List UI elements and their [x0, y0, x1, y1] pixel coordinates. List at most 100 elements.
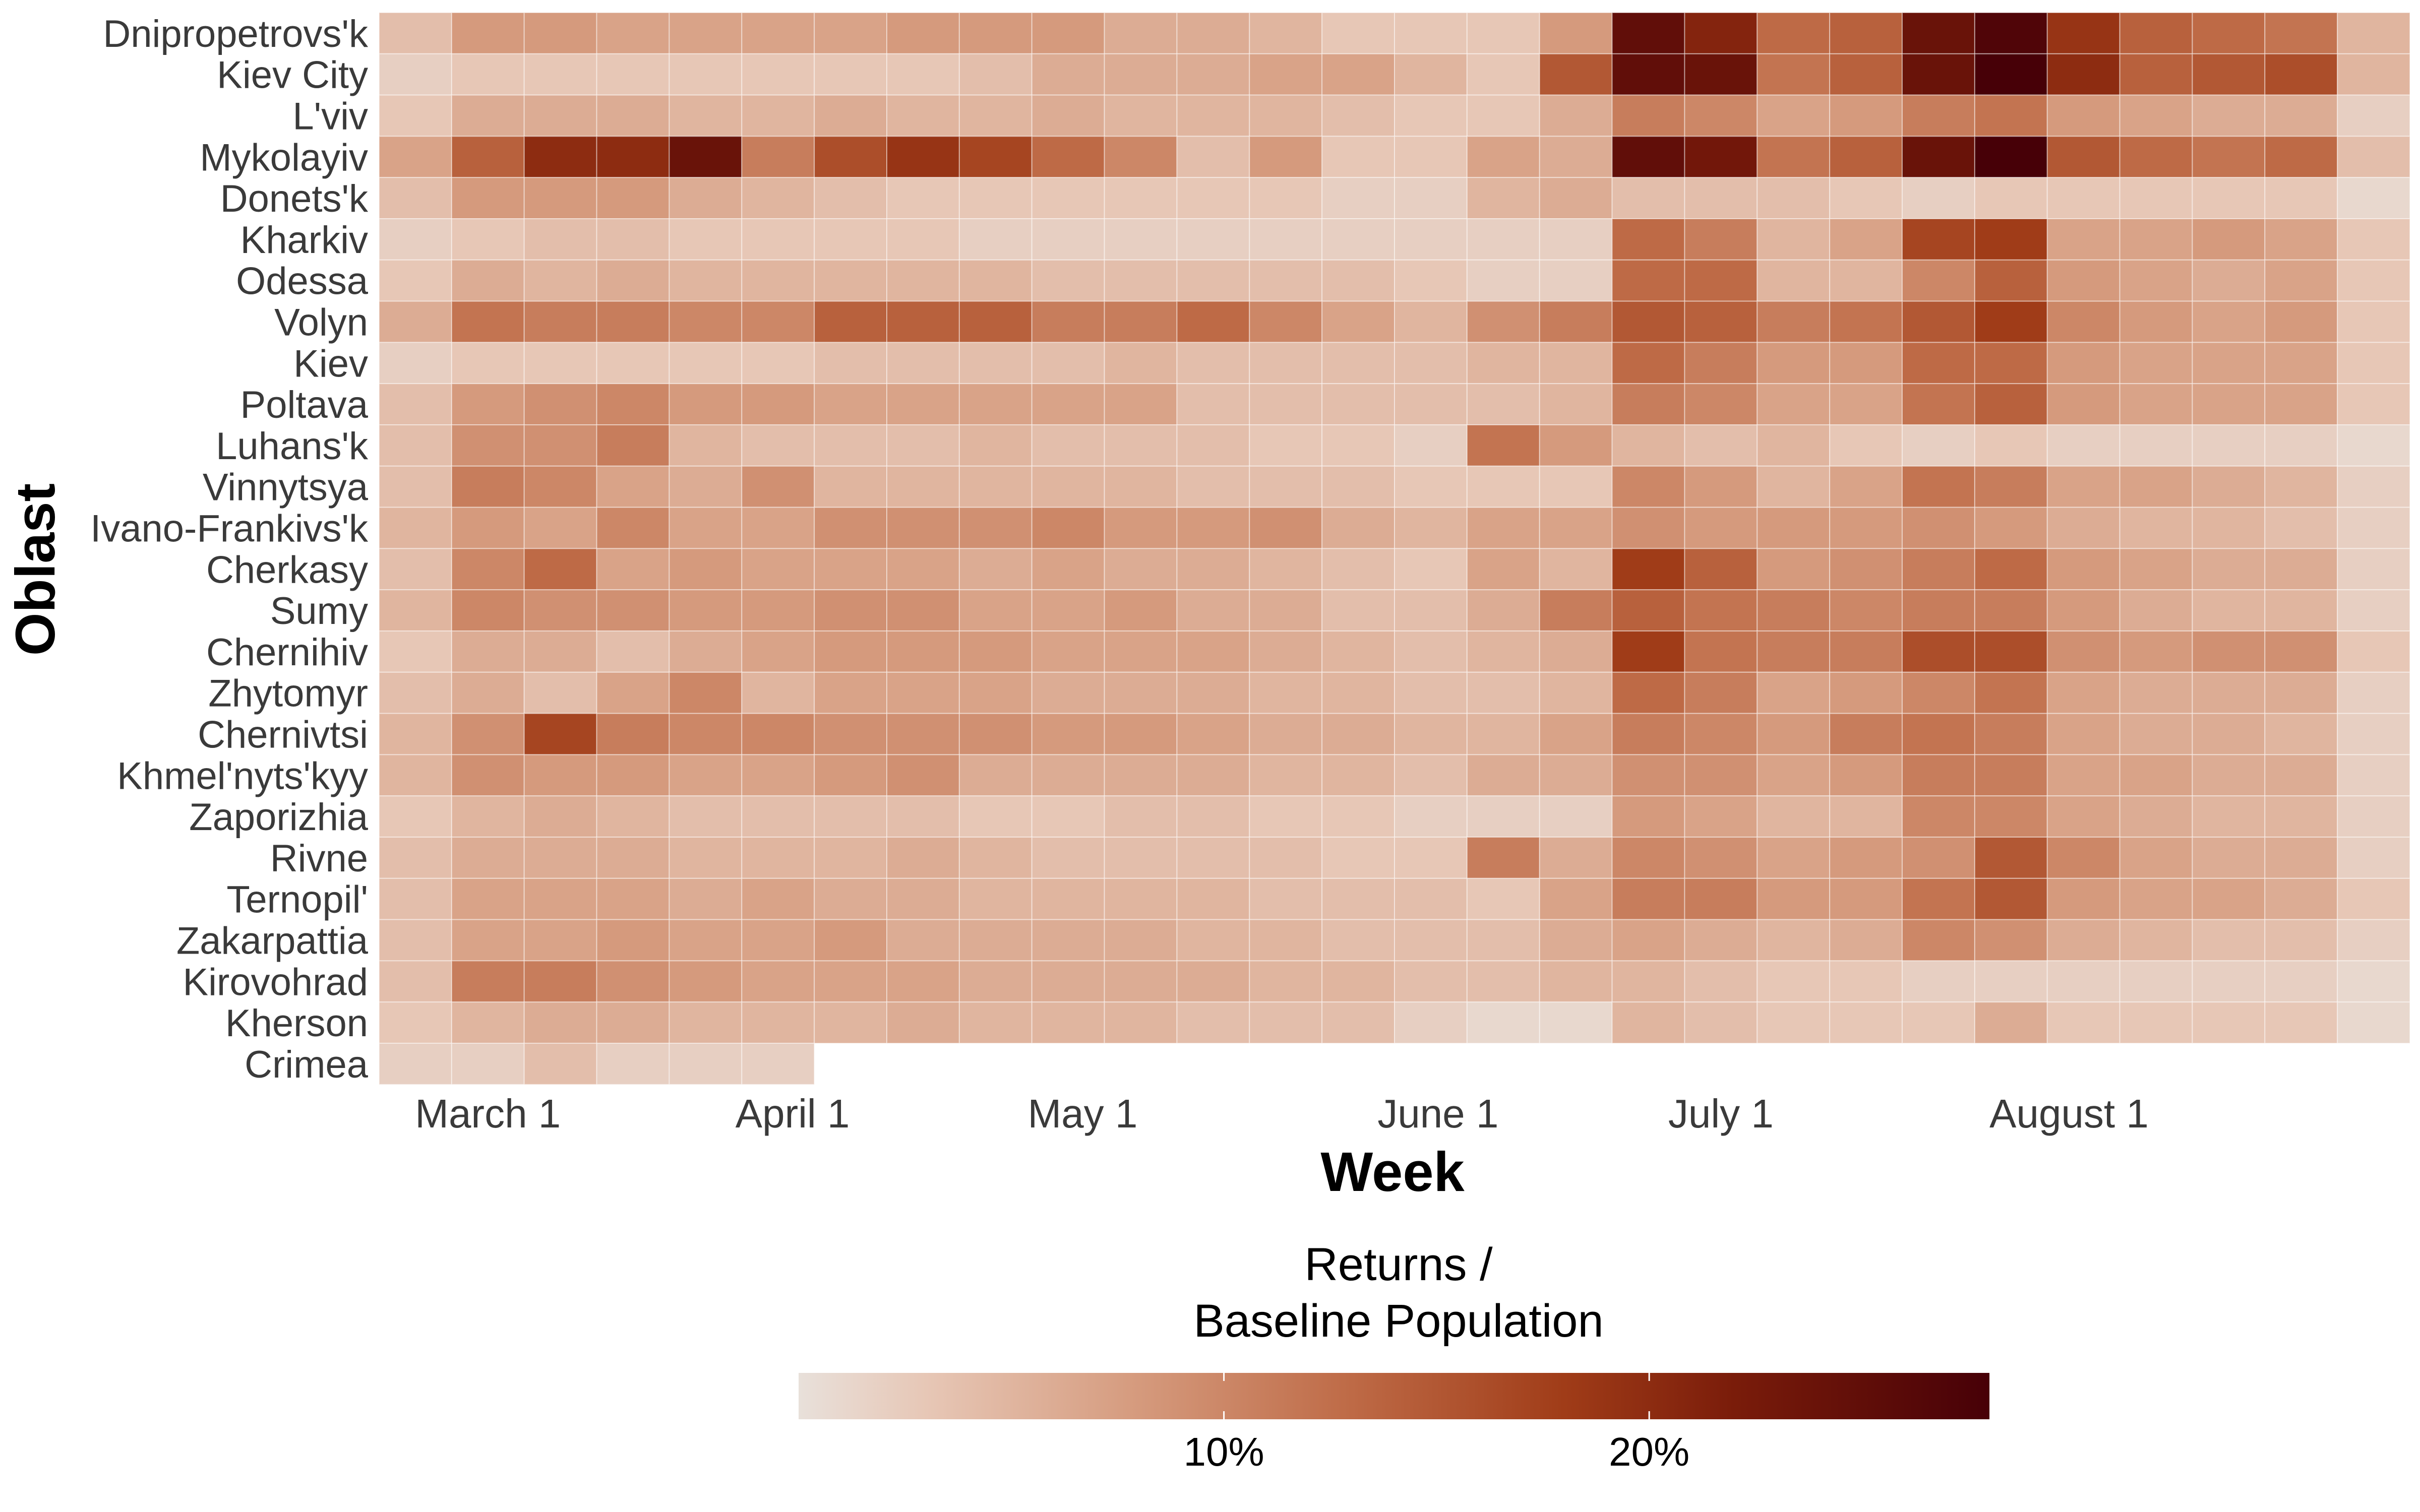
heatmap-cell [379, 12, 452, 54]
heatmap-cell [814, 1001, 888, 1044]
heatmap-cell [1394, 1001, 1468, 1044]
heatmap-cell [1684, 136, 1758, 178]
heatmap-cell [1757, 342, 1831, 385]
y-tick-label: Kiev [293, 342, 368, 385]
heatmap-cell [1757, 877, 1831, 920]
heatmap-cell [1321, 53, 1395, 96]
heatmap-cell [451, 1001, 525, 1044]
heatmap-cell [741, 259, 815, 302]
heatmap-cell [1176, 465, 1250, 508]
heatmap-cell [1466, 754, 1540, 797]
heatmap-cell [2119, 589, 2193, 632]
heatmap-cell [1394, 12, 1468, 54]
heatmap-cell [886, 671, 960, 714]
heatmap-cell [2337, 837, 2411, 879]
heatmap-cell [523, 342, 597, 385]
heatmap-cell [2192, 424, 2266, 467]
heatmap-cell [1684, 877, 1758, 920]
heatmap-cell [1176, 548, 1250, 591]
heatmap-cell [1539, 94, 1613, 137]
heatmap-cell [1249, 342, 1323, 385]
heatmap-cell [1321, 465, 1395, 508]
heatmap-cell [523, 589, 597, 632]
x-tick-label: April 1 [736, 1091, 850, 1136]
heatmap-cell [1321, 218, 1395, 261]
heatmap-cell [741, 424, 815, 467]
heatmap-cell [886, 754, 960, 797]
y-tick-label: Ternopil' [226, 878, 368, 921]
y-tick-label: Rivne [270, 837, 368, 880]
heatmap-cell [1031, 94, 1105, 137]
heatmap-cell [1031, 53, 1105, 96]
heatmap-cell [596, 754, 670, 797]
heatmap-cell [379, 837, 452, 879]
heatmap-cell [958, 671, 1033, 714]
heatmap-cell [741, 94, 815, 137]
heatmap-cell [596, 53, 670, 96]
heatmap-cell [451, 1043, 525, 1085]
heatmap-cell [1539, 300, 1613, 343]
heatmap-cell [1611, 671, 1685, 714]
heatmap-cell [1031, 631, 1105, 673]
y-tick-label: Sumy [270, 590, 368, 633]
heatmap-cell [741, 877, 815, 920]
heatmap-cell [814, 877, 888, 920]
heatmap-cell [1539, 837, 1613, 879]
heatmap-cell [1104, 424, 1178, 467]
heatmap-cell [1974, 300, 2048, 343]
heatmap-cell [1757, 960, 1831, 1003]
heatmap-cell [2046, 12, 2121, 54]
heatmap-cell [1974, 631, 2048, 673]
heatmap-cell [2192, 177, 2266, 220]
heatmap-cell [1176, 713, 1250, 755]
heatmap-cell [2046, 94, 2121, 137]
heatmap-cell [1466, 53, 1540, 96]
heatmap-cell [1249, 218, 1323, 261]
heatmap-cell [523, 919, 597, 962]
heatmap-cell [1684, 342, 1758, 385]
heatmap-cell [1829, 877, 1903, 920]
heatmap-cell [1249, 1001, 1323, 1044]
heatmap-cell [1684, 960, 1758, 1003]
heatmap-cell [1321, 877, 1395, 920]
y-tick-label: Donets'k [220, 177, 369, 220]
heatmap-cell [741, 300, 815, 343]
heatmap-cell [2119, 507, 2193, 549]
heatmap-cell [2119, 218, 2193, 261]
heatmap-cell [451, 53, 525, 96]
heatmap-cell [596, 424, 670, 467]
heatmap-cell [1539, 424, 1613, 467]
heatmap-cell [1757, 919, 1831, 962]
heatmap-cell [2192, 960, 2266, 1003]
heatmap-cell [596, 259, 670, 302]
heatmap-cell [1974, 259, 2048, 302]
heatmap-cell [596, 342, 670, 385]
y-tick-label: Crimea [245, 1043, 369, 1086]
heatmap-cells [379, 12, 2411, 1085]
heatmap-cell [2264, 589, 2338, 632]
heatmap-cell [379, 383, 452, 426]
heatmap-cell [814, 960, 888, 1003]
heatmap-cell [669, 94, 743, 137]
heatmap-cell [451, 713, 525, 755]
heatmap-cell [1539, 589, 1613, 632]
heatmap-cell [1902, 960, 1975, 1003]
heatmap-cell [1394, 53, 1468, 96]
heatmap-cell [1466, 877, 1540, 920]
heatmap-cell [1539, 53, 1613, 96]
heatmap-cell [2264, 136, 2338, 178]
heatmap-cell [2337, 1001, 2411, 1044]
heatmap-cell [1829, 837, 1903, 879]
heatmap-cell [1394, 465, 1468, 508]
heatmap-cell [1031, 383, 1105, 426]
heatmap-cell [741, 1001, 815, 1044]
heatmap-cell [1829, 177, 1903, 220]
heatmap-cell [1829, 342, 1903, 385]
heatmap-cell [1031, 795, 1105, 838]
heatmap-cell [2192, 795, 2266, 838]
heatmap-cell [2192, 136, 2266, 178]
y-tick-label: Dnipropetrovs'k [103, 13, 369, 55]
heatmap-cell [1394, 342, 1468, 385]
heatmap-cell [1249, 795, 1323, 838]
heatmap-cell [1394, 383, 1468, 426]
